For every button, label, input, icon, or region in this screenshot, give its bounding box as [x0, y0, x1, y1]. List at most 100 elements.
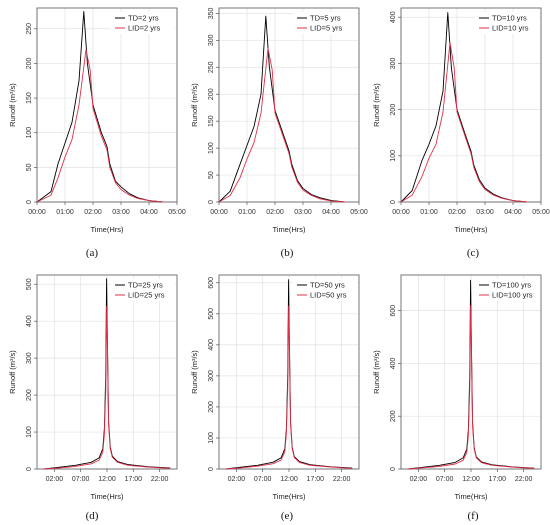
y-tick-label: 250 [26, 23, 33, 35]
x-axis-label: Time(Hrs) [454, 492, 488, 501]
x-tick-label: 03:00 [294, 209, 312, 216]
legend-box [293, 279, 357, 301]
y-tick-label: 100 [208, 432, 215, 444]
x-axis-label: Time(Hrs) [90, 225, 124, 234]
x-tick-label: 05:00 [350, 209, 368, 216]
chart-panel-5: 02:00 07:00 12:00 17:00 22:00 0 100 200 300 400 50… [190, 274, 360, 522]
y-tick-label: 0 [390, 200, 397, 204]
legend-label: LID=50 yrs [310, 291, 347, 300]
x-tick-label: 05:00 [168, 209, 186, 216]
y-tick-label: 200 [390, 410, 397, 422]
x-tick-label: 00:00 [210, 209, 228, 216]
y-tick-label: 400 [390, 357, 397, 369]
y-tick-label: 300 [208, 370, 215, 382]
x-tick-label: 17:00 [125, 476, 143, 483]
series-line-td [36, 11, 164, 203]
series-line-td [407, 279, 535, 470]
legend-label: TD=50 yrs [310, 281, 345, 290]
x-axis-label: Time(Hrs) [272, 492, 306, 501]
y-tick-label: 350 [208, 7, 215, 19]
x-tick-label: 01:00 [238, 209, 256, 216]
legend-label: LID=25 yrs [128, 291, 165, 300]
x-tick-label: 00:00 [392, 209, 410, 216]
x-tick-label: 01:00 [420, 209, 438, 216]
x-tick-label: 02:00 [266, 209, 284, 216]
x-tick-label: 22:00 [515, 476, 533, 483]
x-tick-label: 07:00 [436, 476, 454, 483]
y-tick-label: 200 [26, 389, 33, 401]
x-tick-label: 00:00 [28, 209, 46, 216]
chart-panel-6: 02:00 07:00 12:00 17:00 22:00 0 200 400 600 Time(… [372, 274, 542, 522]
x-axis-label: Time(Hrs) [90, 492, 124, 501]
y-tick-label: 100 [26, 127, 33, 139]
legend-label: TD=100 yrs [492, 281, 531, 290]
x-tick-label: 03:00 [112, 209, 130, 216]
y-tick-label: 300 [26, 352, 33, 364]
x-tick-label: 03:00 [476, 209, 494, 216]
y-tick-label: 0 [390, 467, 397, 471]
x-tick-label: 02:00 [410, 476, 428, 483]
y-tick-label: 600 [390, 305, 397, 317]
legend-label: TD=5 yrs [310, 14, 341, 23]
x-tick-label: 01:00 [56, 209, 74, 216]
y-tick-label: 200 [26, 57, 33, 69]
series-line-lid [36, 49, 164, 203]
legend-box [111, 279, 175, 301]
legend-box [293, 12, 357, 34]
y-tick-label: 400 [208, 339, 215, 351]
series-line-td [400, 12, 528, 203]
y-tick-label: 600 [208, 277, 215, 289]
x-tick-label: 02:00 [46, 476, 64, 483]
x-tick-label: 22:00 [151, 476, 169, 483]
chart-panel-4: 02:00 07:00 12:00 17:00 22:00 0 100 200 300 400 50… [8, 274, 178, 522]
x-tick-label: 12:00 [280, 476, 298, 483]
x-tick-label: 12:00 [462, 476, 480, 483]
y-tick-label: 50 [208, 171, 215, 179]
series-line-lid [43, 305, 171, 470]
y-tick-label: 500 [26, 278, 33, 290]
chart-panel-2: 00:00 01:00 02:00 03:00 04:00 05:00 0 50 100 150 2… [190, 7, 368, 259]
y-tick-label: 150 [26, 92, 33, 104]
legend-label: LID=5 yrs [310, 24, 343, 33]
series-line-td [43, 278, 171, 470]
y-tick-label: 200 [208, 88, 215, 100]
y-tick-label: 100 [26, 426, 33, 438]
y-tick-label: 150 [208, 115, 215, 127]
x-tick-label: 05:00 [532, 209, 550, 216]
y-tick-label: 0 [208, 467, 215, 471]
y-tick-label: 500 [208, 308, 215, 320]
legend-label: TD=25 yrs [128, 281, 163, 290]
x-tick-label: 17:00 [307, 476, 325, 483]
plot-frame [218, 7, 360, 203]
x-tick-label: 22:00 [333, 476, 351, 483]
y-tick-label: 0 [208, 200, 215, 204]
legend-label: TD=2 yrs [128, 14, 159, 23]
panel-caption: (b) [281, 247, 294, 259]
y-tick-label: 200 [390, 104, 397, 116]
series-line-td [225, 279, 353, 470]
y-tick-label: 50 [26, 163, 33, 171]
y-axis-label: Runoff (m³/s) [190, 350, 199, 394]
plot-frame [400, 7, 542, 203]
x-tick-label: 02:00 [84, 209, 102, 216]
legend-label: LID=100 yrs [492, 291, 533, 300]
panel-caption: (e) [281, 510, 294, 522]
x-tick-label: 04:00 [140, 209, 158, 216]
panel-caption: (f) [468, 510, 479, 522]
y-axis-label: Runoff (m³/s) [8, 83, 17, 127]
panel-caption: (a) [86, 247, 99, 259]
y-tick-label: 400 [390, 11, 397, 23]
y-axis-label: Runoff (m³/s) [8, 350, 17, 394]
y-axis-label: Runoff (m³/s) [372, 350, 381, 394]
legend-label: LID=10 yrs [492, 24, 529, 33]
y-tick-label: 250 [208, 61, 215, 73]
series-line-lid [407, 304, 535, 470]
x-tick-label: 04:00 [504, 209, 522, 216]
panel-caption: (d) [86, 510, 99, 522]
chart-panel-1: 00:00 01:00 02:00 03:00 04:00 05:00 0 50 100 150 2… [8, 7, 186, 259]
x-tick-label: 07:00 [254, 476, 272, 483]
y-tick-label: 300 [390, 57, 397, 69]
y-tick-label: 100 [208, 142, 215, 154]
x-tick-label: 07:00 [72, 476, 90, 483]
